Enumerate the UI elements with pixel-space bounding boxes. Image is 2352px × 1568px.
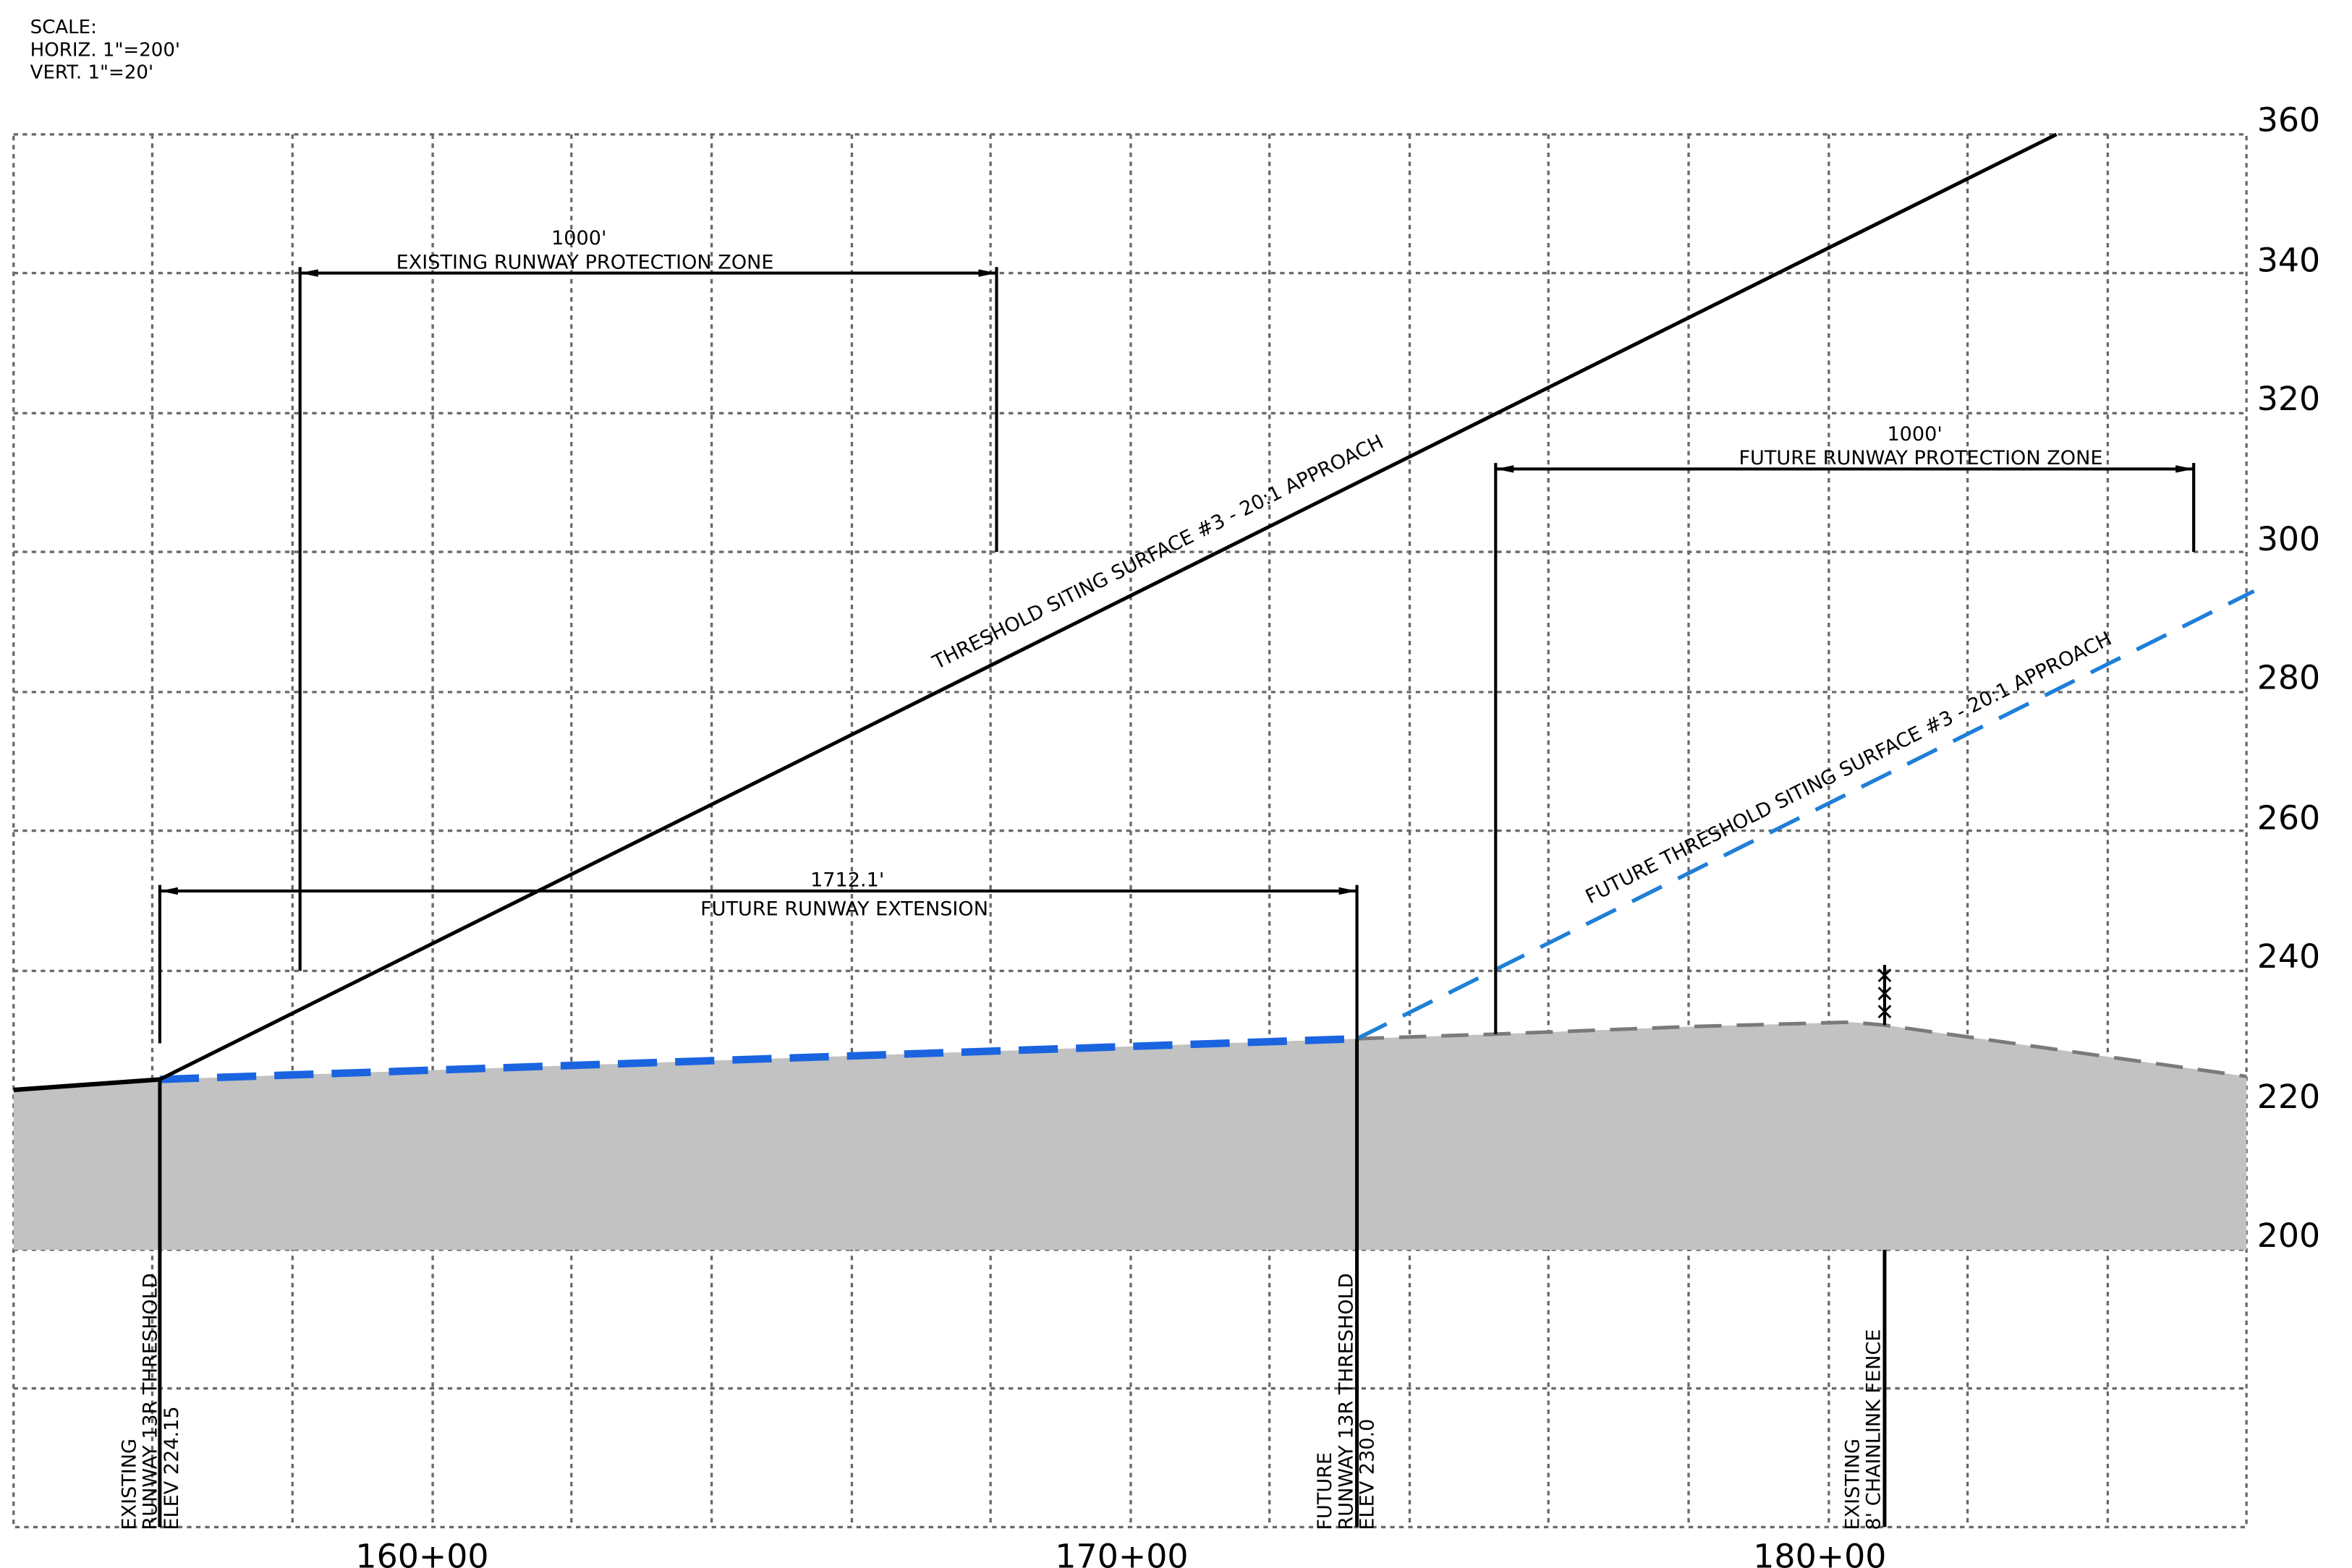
future-threshold-siting-surface-line — [1356, 589, 2255, 1041]
elevation-label-240: 240 — [2257, 937, 2320, 976]
ground-fill — [13, 1022, 2247, 1250]
future-extension-length: 1712.1' — [810, 869, 884, 892]
fence-callout: EXISTING 8' CHAINLINK FENCE — [1842, 1329, 1885, 1530]
chainlink-fence-icon — [1877, 965, 1892, 1026]
scale-note-title: SCALE: — [30, 17, 97, 38]
elevation-label-360: 360 — [2257, 101, 2320, 140]
ground-profile — [13, 1020, 2247, 1250]
future-rpz-dimension: 1000' FUTURE RUNWAY PROTECTION ZONE — [1494, 423, 2196, 1034]
elevation-label-300: 300 — [2257, 519, 2320, 558]
fence-line2: 8' CHAINLINK FENCE — [1863, 1329, 1885, 1530]
scale-note-horizontal: HORIZ. 1"=200' — [30, 39, 180, 61]
fence-line1: EXISTING — [1842, 1439, 1864, 1530]
existing-threshold-line1: EXISTING — [119, 1439, 141, 1530]
future-runway-extension-profile — [159, 1034, 1357, 1083]
existing-threshold-line3: ELEV 224.15 — [161, 1406, 183, 1530]
future-threshold-line2: RUNWAY 13R THRESHOLD — [1335, 1273, 1357, 1530]
existing-threshold-line2: RUNWAY 13R THRESHOLD — [140, 1273, 162, 1530]
elevation-axis: 360 340 320 300 280 260 240 220 200 — [2257, 101, 2320, 1255]
future-rpz-length: 1000' — [1887, 423, 1942, 446]
station-axis: 160+00 170+00 180+00 — [355, 1537, 1886, 1568]
existing-rpz-label: EXISTING RUNWAY PROTECTION ZONE — [396, 251, 774, 273]
existing-threshold-callout: EXISTING RUNWAY 13R THRESHOLD ELEV 224.1… — [119, 1273, 183, 1530]
threshold-siting-surface-line — [158, 132, 2058, 1081]
elevation-label-320: 320 — [2257, 379, 2320, 418]
existing-rpz-dimension: 1000' EXISTING RUNWAY PROTECTION ZONE — [298, 227, 998, 971]
existing-rpz-length: 1000' — [551, 227, 606, 250]
future-threshold-line1: FUTURE — [1314, 1452, 1336, 1530]
station-label-180: 180+00 — [1753, 1537, 1886, 1568]
scale-note-vertical: VERT. 1"=20' — [30, 62, 153, 84]
station-label-170: 170+00 — [1055, 1537, 1188, 1568]
future-threshold-line3: ELEV 230.0 — [1357, 1419, 1379, 1530]
elevation-label-280: 280 — [2257, 658, 2320, 697]
future-extension-dimension: 1712.1' FUTURE RUNWAY EXTENSION — [158, 869, 1359, 1044]
future-threshold-callout: FUTURE RUNWAY 13R THRESHOLD ELEV 230.0 — [1314, 1273, 1378, 1530]
elevation-label-340: 340 — [2257, 240, 2320, 279]
profile-grid — [12, 133, 2248, 1529]
future-threshold-siting-surface-label: FUTURE THRESHOLD SITING SURFACE #3 - 20:… — [1582, 628, 2115, 908]
station-label-160: 160+00 — [355, 1537, 488, 1568]
scale-note: SCALE: HORIZ. 1"=200' VERT. 1"=20' — [30, 17, 180, 84]
future-extension-label: FUTURE RUNWAY EXTENSION — [700, 898, 988, 920]
elevation-label-260: 260 — [2257, 798, 2320, 838]
future-rpz-label: FUTURE RUNWAY PROTECTION ZONE — [1738, 447, 2102, 469]
existing-ground-line — [13, 1077, 161, 1093]
elevation-label-200: 200 — [2257, 1216, 2320, 1255]
elevation-label-220: 220 — [2257, 1077, 2320, 1116]
